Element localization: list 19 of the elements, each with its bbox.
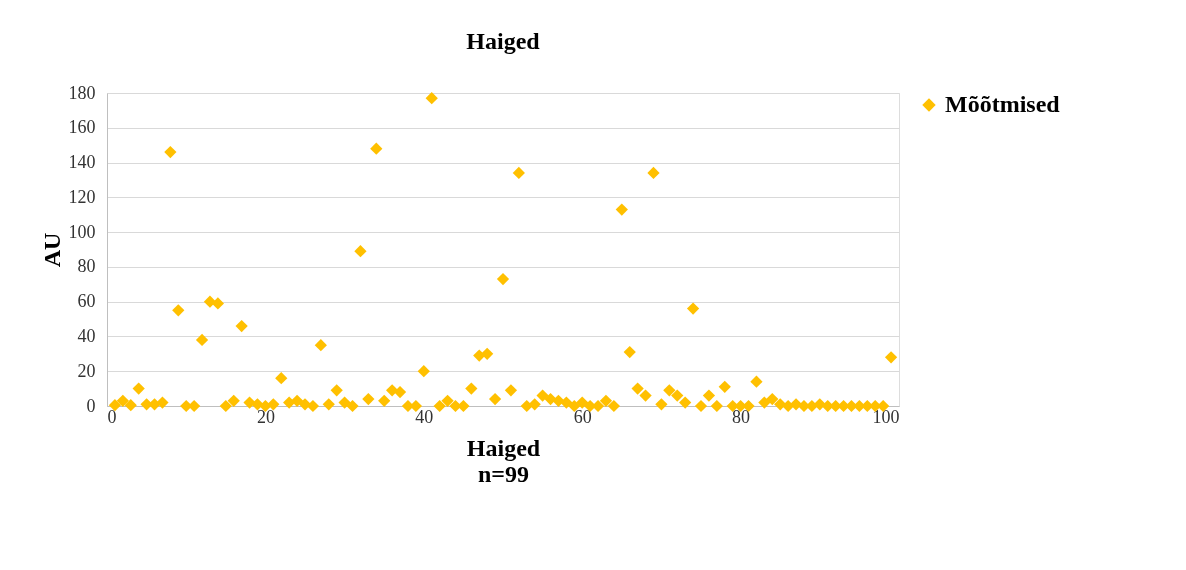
y-tick-label: 160 [68,117,96,138]
y-tick-label: 140 [68,152,96,173]
y-tick-label: 120 [68,186,96,207]
y-axis-title: AU [38,232,65,268]
x-tick-label: 100 [872,406,900,427]
y-tick-label: 40 [77,325,96,346]
x-tick-label: 40 [415,406,434,427]
y-tick-label: 80 [77,256,96,277]
y-tick-label: 20 [77,360,96,381]
y-tick-label: 100 [68,221,96,242]
x-tick-label: 20 [256,406,275,427]
y-tick-label: 60 [77,291,96,312]
y-tick-label: 180 [68,82,96,103]
x-axis-title: Haiged n=99 [466,434,541,487]
x-tick-label: 0 [107,406,117,427]
legend-label: Mõõtmised [945,91,1061,117]
x-tick-label: 60 [573,406,592,427]
chart-title: Haiged [466,28,541,54]
x-tick-label: 80 [732,406,751,427]
